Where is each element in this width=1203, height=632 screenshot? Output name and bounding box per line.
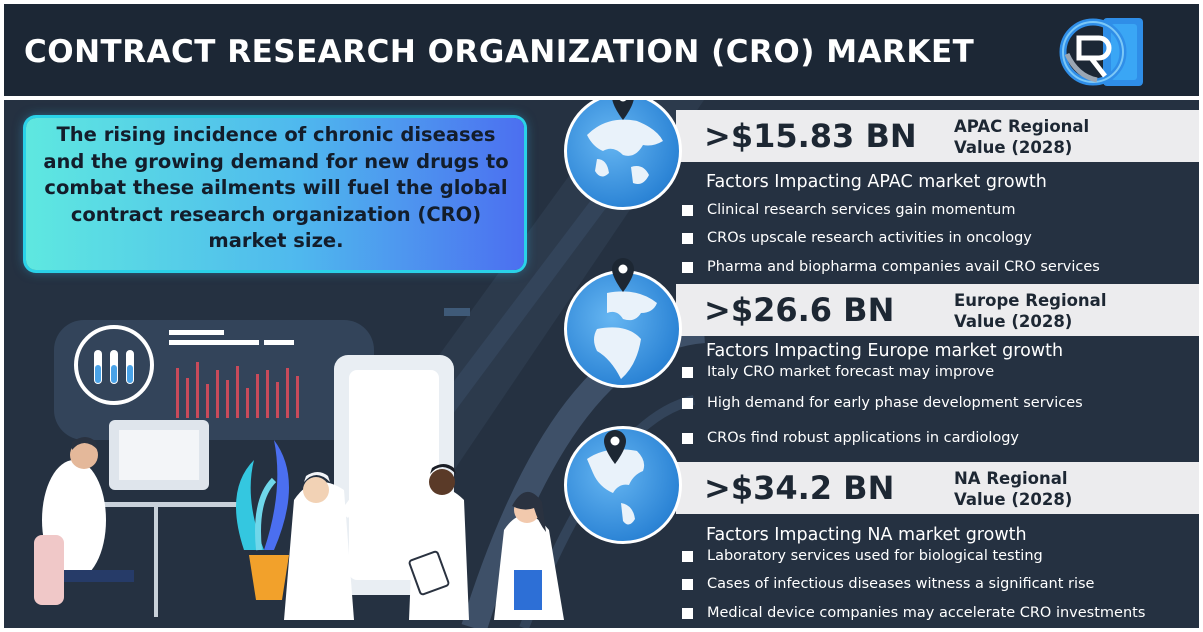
factor-text: Cases of infectious diseases witness a s… (707, 576, 1095, 592)
value-band (676, 462, 1199, 514)
bullet-square-icon (682, 232, 693, 244)
test-tubes-icon (94, 350, 134, 384)
bullet-square-icon (682, 432, 693, 444)
page-title: CONTRACT RESEARCH ORGANIZATION (CRO) MAR… (24, 34, 975, 70)
header-bar: CONTRACT RESEARCH ORGANIZATION (CRO) MAR… (4, 4, 1199, 96)
factor-item: Clinical research services gain momentum (682, 202, 1016, 218)
logo-icon (1059, 18, 1143, 86)
lab-illustration (34, 320, 564, 620)
region-value: >$15.83 BN (704, 117, 917, 155)
region-europe: >$26.6 BN Europe Regional Value (2028) F… (564, 258, 1199, 454)
factor-item: CROs upscale research activities in onco… (682, 230, 1032, 246)
factor-item: Medical device companies may accelerate … (682, 605, 1145, 621)
value-band (676, 284, 1199, 336)
factor-item: Italy CRO market forecast may improve (682, 364, 994, 380)
region-label: Europe Regional Value (2028) (954, 290, 1106, 332)
intro-box (26, 118, 524, 270)
region-label-line1: NA Regional (954, 469, 1068, 488)
factor-item: Cases of infectious diseases witness a s… (682, 576, 1094, 592)
location-pin-icon (612, 258, 634, 292)
intro-text: The rising incidence of chronic diseases… (43, 123, 509, 252)
location-pin-icon (612, 100, 634, 120)
factor-item: High demand for early phase development … (682, 395, 1083, 411)
region-label-line2: Value (2028) (954, 138, 1073, 157)
bullet-square-icon (682, 261, 693, 273)
bullet-square-icon (682, 204, 693, 216)
factor-text: Laboratory services used for biological … (707, 548, 1043, 564)
main-panel: The rising incidence of chronic diseases… (4, 100, 1199, 628)
factor-text: Pharma and biopharma companies avail CRO… (707, 259, 1100, 275)
factor-text: Clinical research services gain momentum (707, 202, 1016, 218)
factor-text: Italy CRO market forecast may improve (707, 364, 995, 380)
factor-item: Laboratory services used for biological … (682, 548, 1043, 564)
bullet-square-icon (682, 550, 693, 562)
region-na: >$34.2 BN NA Regional Value (2028) Facto… (564, 426, 1199, 628)
location-pin-icon (604, 430, 626, 464)
region-label: APAC Regional Value (2028) (954, 116, 1089, 158)
region-label-line2: Value (2028) (954, 490, 1073, 509)
region-apac: >$15.83 BN APAC Regional Value (2028) Fa… (564, 100, 1199, 275)
bullet-square-icon (682, 366, 693, 378)
factors-title: Factors Impacting NA market growth (706, 525, 1027, 545)
region-value: >$34.2 BN (704, 469, 895, 507)
region-label-line1: Europe Regional (954, 291, 1107, 310)
value-band (676, 110, 1199, 162)
factor-text: CROs upscale research activities in onco… (707, 230, 1032, 246)
factor-item: Pharma and biopharma companies avail CRO… (682, 259, 1100, 275)
factor-item: CROs find robust applications in cardiol… (682, 430, 1019, 446)
region-label: NA Regional Value (2028) (954, 468, 1072, 510)
factors-title: Factors Impacting APAC market growth (706, 172, 1047, 192)
factor-text: CROs find robust applications in cardiol… (707, 430, 1019, 446)
bullet-square-icon (682, 607, 693, 619)
region-label-line2: Value (2028) (954, 312, 1073, 331)
factor-text: Medical device companies may accelerate … (707, 605, 1146, 621)
region-label-line1: APAC Regional (954, 117, 1090, 136)
factors-title: Factors Impacting Europe market growth (706, 341, 1064, 361)
bullet-square-icon (682, 397, 693, 409)
region-value: >$26.6 BN (704, 291, 895, 329)
factor-text: High demand for early phase development … (707, 395, 1083, 411)
bullet-square-icon (682, 578, 693, 590)
